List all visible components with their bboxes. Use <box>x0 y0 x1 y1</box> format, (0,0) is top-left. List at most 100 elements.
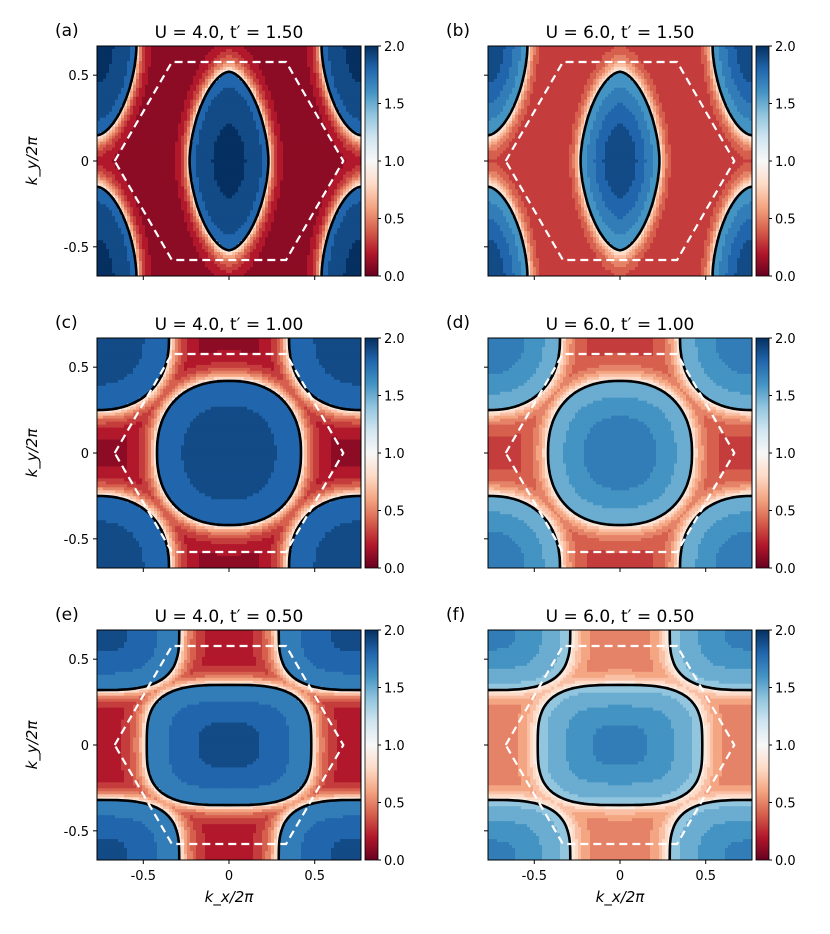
fermi-surface-contour <box>536 683 704 807</box>
panel-title: U = 4.0, t′ = 0.50 <box>155 607 304 627</box>
y-axis-label: k_y/2π <box>23 136 42 186</box>
brillouin-zone-boundary <box>113 60 345 262</box>
colorbar: 0.0 0.5 1.0 1.5 2.0 <box>364 40 405 285</box>
colorbar-tick-label: 0.0 <box>384 562 405 577</box>
colorbar-scale <box>755 337 770 569</box>
panel-d: U = 6.0, t′ = 1.00 (d) 0.0 0.5 1.0 1.5 2.0 <box>446 313 796 577</box>
y-tick-label: -0.5 <box>64 241 89 256</box>
fermi-surface-contour <box>188 70 270 252</box>
colorbar-tick-label: 1.5 <box>775 682 796 697</box>
occupation-heatmap <box>488 46 752 276</box>
y-tick-label: 0 <box>81 155 89 170</box>
brillouin-zone-boundary <box>504 352 736 554</box>
occupation-heatmap <box>488 630 752 860</box>
colorbar-tick-label: 0.5 <box>775 797 796 812</box>
y-tick-label: 0.5 <box>68 653 89 668</box>
colorbar-scale <box>364 45 379 277</box>
colorbar-tick-label: 1.0 <box>384 447 405 462</box>
fermi-surface-contour <box>97 185 138 276</box>
colorbar-tick-label: 1.0 <box>384 739 405 754</box>
fermi-surface-contour <box>546 379 694 527</box>
fermi-surface-contour <box>488 46 529 137</box>
colorbar-tick-label: 0.5 <box>775 213 796 228</box>
y-tick-label: 0 <box>81 447 89 462</box>
colorbar-tick-label: 1.5 <box>775 390 796 405</box>
colorbar: 0.0 0.5 1.0 1.5 2.0 <box>364 624 405 869</box>
y-tick-label: 0 <box>81 739 89 754</box>
brillouin-zone-boundary <box>504 60 736 262</box>
colorbar-tick-label: 1.5 <box>384 98 405 113</box>
fermi-surface-contour <box>97 46 138 137</box>
colorbar-tick-label: 0.5 <box>384 213 405 228</box>
colorbar-tick-label: 0.0 <box>775 270 796 285</box>
occupation-heatmap <box>488 338 752 568</box>
y-axis-label: k_y/2π <box>23 720 42 770</box>
x-axis-label: k_x/2π <box>205 888 255 907</box>
colorbar: 0.0 0.5 1.0 1.5 2.0 <box>755 40 796 285</box>
occupation-heatmap <box>97 46 361 276</box>
x-tick-label: 0 <box>616 869 624 884</box>
colorbar-tick-label: 0.0 <box>775 562 796 577</box>
panel-b: U = 6.0, t′ = 1.50 (b) 0.0 0.5 1.0 1.5 2.0 <box>446 21 796 285</box>
panel-label: (e) <box>55 605 79 625</box>
colorbar-scale <box>364 629 379 861</box>
panel-title: U = 6.0, t′ = 0.50 <box>546 607 695 627</box>
colorbar-scale <box>755 629 770 861</box>
fermi-surface-contour <box>145 683 313 807</box>
colorbar-tick-label: 0.0 <box>775 854 796 869</box>
colorbar: 0.0 0.5 1.0 1.5 2.0 <box>755 624 796 869</box>
colorbar-scale <box>364 337 379 569</box>
x-axis-label: k_x/2π <box>596 888 646 907</box>
colorbar-tick-label: 0.5 <box>384 505 405 520</box>
colorbar-tick-label: 0.5 <box>384 797 405 812</box>
panel-f: -0.5 0 0.5 U = 6.0, t′ = 0.50 (f) k_x/2π 0.0 0.… <box>446 605 796 907</box>
x-tick-label: 0.5 <box>304 869 325 884</box>
x-tick-label: -0.5 <box>522 869 547 884</box>
panel-title: U = 6.0, t′ = 1.50 <box>546 23 695 43</box>
colorbar-tick-label: 2.0 <box>384 332 405 347</box>
y-tick-label: -0.5 <box>64 533 89 548</box>
y-tick-label: -0.5 <box>64 825 89 840</box>
fermi-surface-contour <box>155 379 303 527</box>
panel-c: -0.5 0 0.5 U = 4.0, t′ = 1.00 (c) k_y/2π 0.0 0.… <box>23 313 405 577</box>
y-tick-label: 0.5 <box>68 69 89 84</box>
panel-title: U = 4.0, t′ = 1.50 <box>155 23 304 43</box>
panel-a: -0.500.5U = 4.0, t′ = 1.50(a)k_y/2π0.00.… <box>23 21 405 285</box>
fermi-surface-contour <box>579 70 661 252</box>
colorbar-tick-label: 2.0 <box>775 624 796 639</box>
fermi-surface-contour <box>488 185 529 276</box>
y-tick-label: 0.5 <box>68 361 89 376</box>
colorbar-tick-label: 0.5 <box>775 505 796 520</box>
colorbar-tick-label: 0.0 <box>384 854 405 869</box>
colorbar-tick-label: 2.0 <box>384 40 405 55</box>
colorbar-tick-label: 1.5 <box>384 390 405 405</box>
occupation-heatmap <box>97 630 361 860</box>
x-tick-label: 0 <box>225 869 233 884</box>
panel-label: (f) <box>446 605 465 625</box>
colorbar-tick-label: 2.0 <box>384 624 405 639</box>
colorbar-tick-label: 2.0 <box>775 332 796 347</box>
colorbar-tick-label: 1.5 <box>384 682 405 697</box>
colorbar: 0.0 0.5 1.0 1.5 2.0 <box>755 332 796 577</box>
panel-label: (c) <box>55 313 78 333</box>
x-tick-label: 0.5 <box>695 869 716 884</box>
fermi-surface-contour <box>488 338 562 412</box>
x-tick-label: -0.5 <box>131 869 156 884</box>
colorbar-tick-label: 1.0 <box>775 447 796 462</box>
panel-label: (b) <box>446 21 470 41</box>
occupation-heatmap <box>97 338 361 568</box>
panel-title: U = 4.0, t′ = 1.00 <box>155 315 304 335</box>
fermi-surface-contour <box>97 494 171 568</box>
fermi-surface-contour <box>488 494 562 568</box>
panel-label: (a) <box>55 21 79 41</box>
colorbar-tick-label: 1.0 <box>775 155 796 170</box>
panel-title: U = 6.0, t′ = 1.00 <box>546 315 695 335</box>
panel-label: (d) <box>446 313 470 333</box>
colorbar-tick-label: 2.0 <box>775 40 796 55</box>
colorbar-tick-label: 1.5 <box>775 98 796 113</box>
brillouin-zone-boundary <box>113 352 345 554</box>
y-axis-label: k_y/2π <box>23 428 42 478</box>
colorbar-tick-label: 1.0 <box>384 155 405 170</box>
colorbar-scale <box>755 45 770 277</box>
